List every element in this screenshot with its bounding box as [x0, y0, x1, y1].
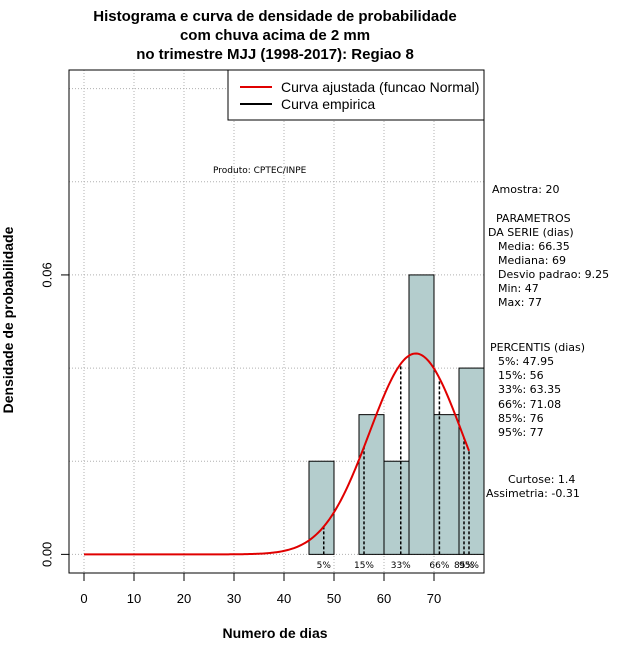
- percentil-5: 5%: 47.95: [498, 355, 554, 368]
- x-tick-label-0: 0: [80, 591, 87, 606]
- y-tick-label-0: 0.00: [39, 542, 54, 567]
- percentile-label-0: 5%: [317, 561, 332, 571]
- percentile-label-1: 15%: [354, 561, 374, 571]
- y-axis-title: Densidade de probabilidade: [0, 226, 16, 413]
- histogram-bar-0: [308, 460, 335, 555]
- x-tick-label-7: 70: [427, 591, 441, 606]
- histogram-bar-5: [433, 414, 460, 555]
- legend: Curva ajustada (funcao Normal) Curva emp…: [227, 69, 485, 121]
- histogram-bar-6: [458, 367, 485, 555]
- param-min: Min: 47: [498, 282, 539, 295]
- histogram-bar-4: [408, 274, 435, 555]
- x-tick-label-1: 10: [127, 591, 141, 606]
- x-axis-title: Numero de dias: [222, 625, 327, 641]
- param-mediana: Mediana: 69: [498, 254, 566, 267]
- fitted-curve-layer: [84, 352, 470, 556]
- percentis-title: PERCENTIS (dias): [490, 341, 585, 354]
- percentil-33: 33%: 63.35: [498, 383, 561, 396]
- params-title-2: DA SERIE (dias): [488, 226, 574, 239]
- param-max: Max: 77: [498, 296, 542, 309]
- y-axis: 0.00 0.06: [39, 262, 70, 567]
- param-media: Media: 66.35: [498, 240, 570, 253]
- percentile-lines: [323, 363, 470, 555]
- percentile-label-3: 66%: [429, 561, 449, 571]
- percentil-95: 95%: 77: [498, 426, 544, 439]
- series-statistics: Amostra: 20 PARAMETROS DA SERIE (dias) M…: [486, 183, 609, 500]
- chart-title-line-3: no trimestre MJJ (1998-2017): Regiao 8: [136, 46, 414, 63]
- histogram-bar-3: [383, 460, 410, 555]
- assimetria: Assimetria: -0.31: [486, 487, 580, 500]
- fitted-normal-curve: [84, 352, 470, 556]
- x-tick-label-5: 50: [327, 591, 341, 606]
- percentil-15: 15%: 56: [498, 369, 544, 382]
- y-tick-label-1: 0.06: [39, 262, 54, 287]
- legend-label-fitted: Curva ajustada (funcao Normal): [281, 79, 479, 95]
- percentile-labels: 5% 15% 33% 66% 85%95%: [317, 561, 480, 571]
- curtose: Curtose: 1.4: [508, 473, 575, 486]
- histogram-bar-2: [358, 414, 385, 555]
- percentile-label-4: 85%: [454, 561, 474, 571]
- param-desvio: Desvio padrao: 9.25: [498, 268, 609, 281]
- histogram-bars: [308, 274, 485, 555]
- x-tick-label-6: 60: [377, 591, 391, 606]
- legend-box: [227, 69, 485, 121]
- percentil-85: 85%: 76: [498, 412, 544, 425]
- x-tick-label-4: 40: [277, 591, 291, 606]
- x-axis: 0 10 20 30 40 50 60 70: [80, 572, 441, 606]
- chart-title-line-1: Histograma e curva de densidade de proba…: [93, 8, 456, 25]
- percentile-label-2: 33%: [391, 561, 411, 571]
- chart-title-line-2: com chuva acima de 2 mm: [180, 27, 370, 44]
- params-title-1: PARAMETROS: [496, 212, 571, 225]
- producer-label: Produto: CPTEC/INPE: [213, 166, 307, 176]
- percentile-label-5: 95%: [459, 561, 479, 571]
- sample-size: Amostra: 20: [492, 183, 559, 196]
- x-tick-label-3: 30: [227, 591, 241, 606]
- x-tick-label-2: 20: [177, 591, 191, 606]
- legend-label-empirical: Curva empirica: [281, 96, 375, 112]
- percentil-66: 66%: 71.08: [498, 398, 561, 411]
